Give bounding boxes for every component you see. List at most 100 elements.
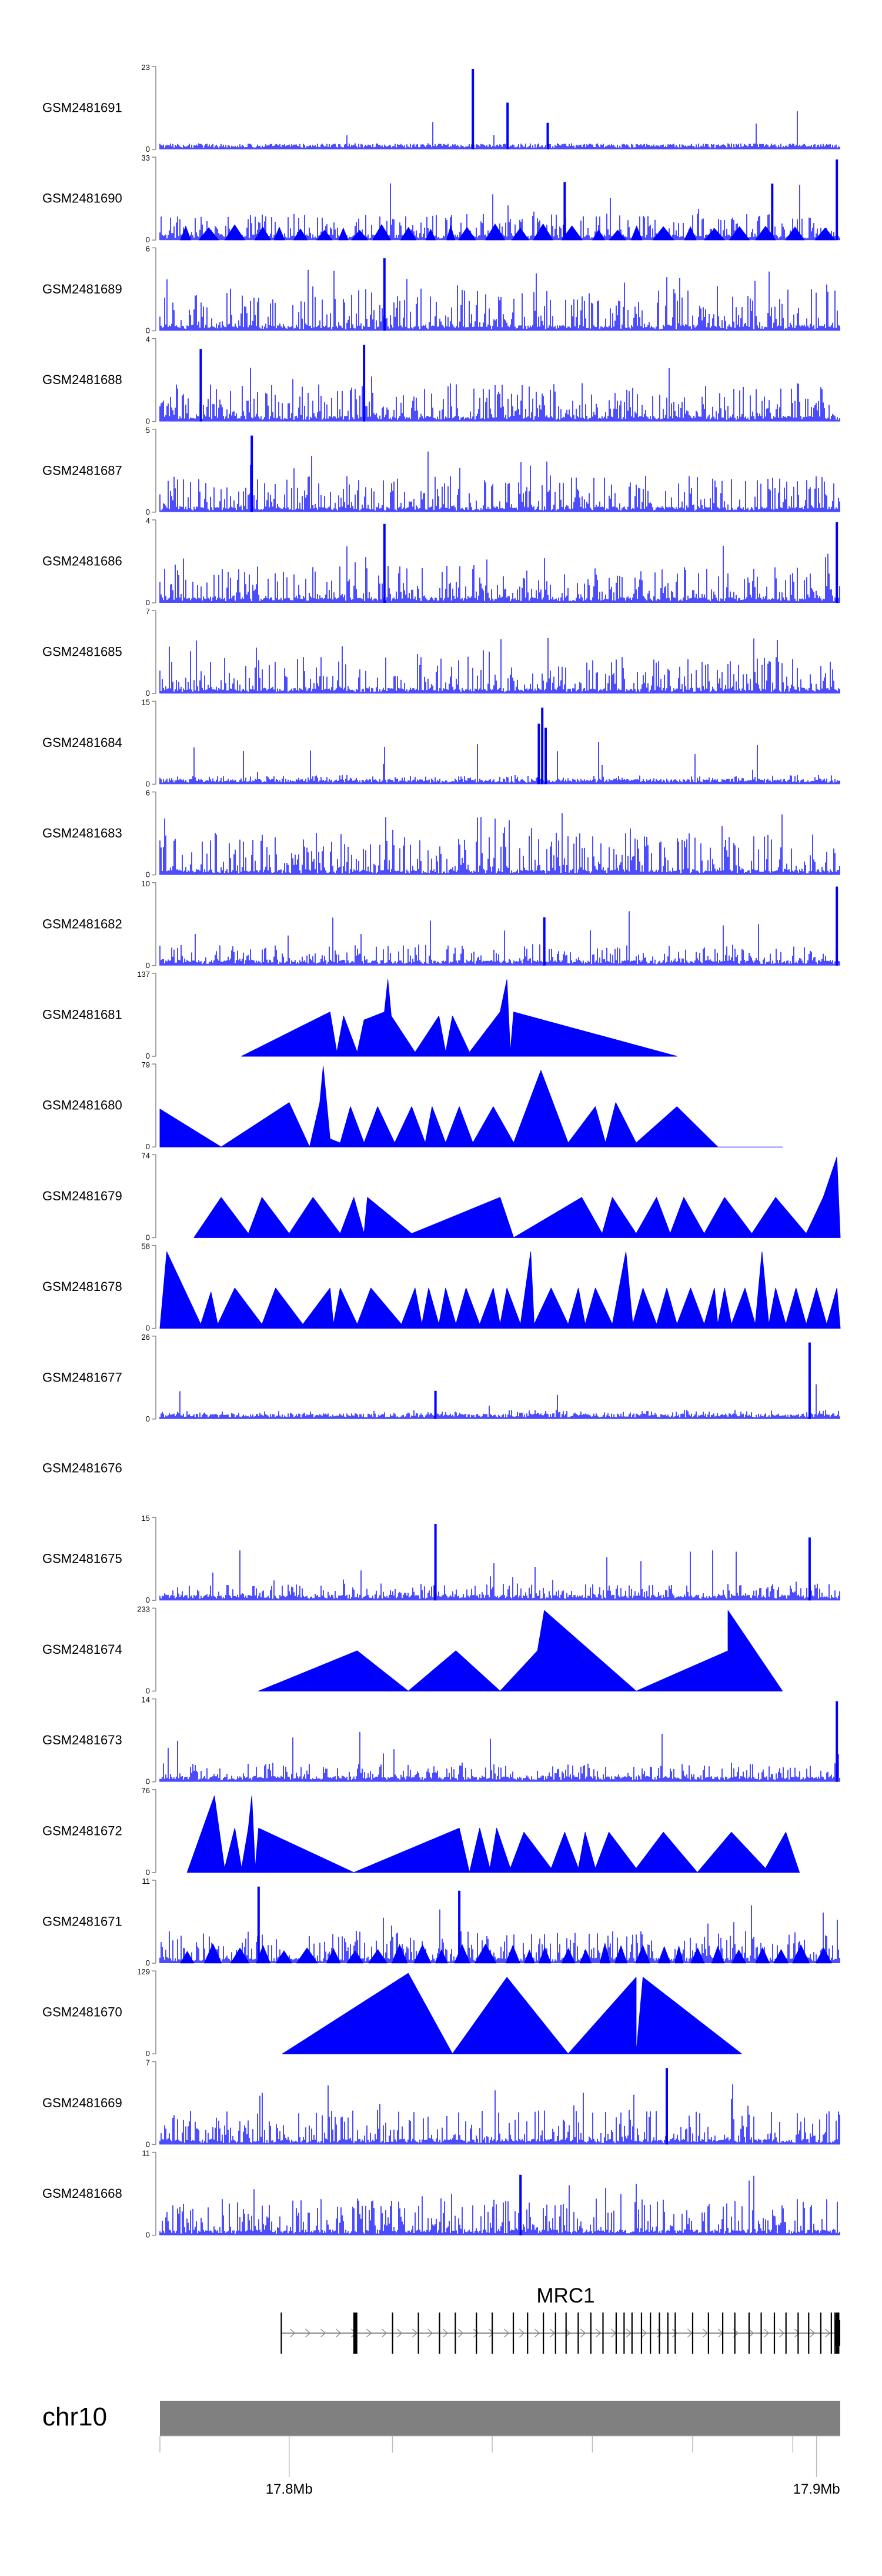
exon — [577, 2313, 579, 2354]
exon — [707, 2313, 709, 2354]
coverage-bars — [159, 638, 840, 694]
exon — [602, 2313, 604, 2354]
coverage-triangles — [180, 1942, 833, 1964]
coverage-bars — [159, 451, 840, 512]
track-label: GSM2481685 — [42, 645, 122, 659]
y-min-label: 0 — [146, 1052, 150, 1060]
track-GSM2481681: GSM2481681 137 0 — [42, 970, 677, 1060]
exon — [835, 2320, 840, 2346]
genomic-axis: 17.8Mb 17.9Mb — [159, 2435, 840, 2497]
axis-tick-label: 17.9Mb — [793, 2481, 840, 2497]
y-max-label: 33 — [142, 154, 150, 162]
coverage-area — [282, 1973, 742, 2054]
track-GSM2481690: GSM2481690 33 0 — [42, 154, 840, 244]
coverage-bars — [159, 2175, 840, 2235]
coverage-bars — [159, 813, 840, 875]
y-min-label: 0 — [146, 1777, 150, 1786]
coverage-peaks — [241, 979, 677, 1057]
gene-track-mrc1: MRC1 — [280, 2284, 840, 2354]
track-label: GSM2481669 — [42, 2095, 122, 2110]
exon — [691, 2313, 694, 2354]
y-max-label: 129 — [137, 1967, 150, 1976]
exon — [492, 2313, 493, 2354]
y-max-label: 4 — [146, 335, 150, 344]
track-GSM2481669: GSM2481669 7 0 — [42, 2058, 840, 2148]
chromosome-ideogram: chr10 — [42, 2401, 840, 2436]
track-label: GSM2481668 — [42, 2186, 122, 2201]
exon — [785, 2313, 787, 2354]
y-max-label: 23 — [142, 63, 150, 72]
track-label: GSM2481672 — [42, 1823, 122, 1838]
track-label: GSM2481683 — [42, 826, 122, 840]
track-GSM2481686: GSM2481686 4 0 — [42, 516, 840, 607]
coverage-bars — [159, 742, 840, 785]
y-max-label: 4 — [146, 516, 150, 525]
coverage-bars — [159, 1550, 840, 1601]
y-min-label: 0 — [146, 145, 150, 154]
coverage-area — [241, 979, 677, 1057]
y-max-label: 15 — [142, 698, 150, 706]
y-max-label: 74 — [142, 1151, 150, 1160]
y-max-label: 14 — [142, 1696, 150, 1704]
coverage-area — [159, 1701, 840, 1782]
track-label: GSM2481675 — [42, 1551, 122, 1566]
track-GSM2481672: GSM2481672 76 0 — [42, 1786, 800, 1877]
track-label: GSM2481680 — [42, 1098, 122, 1113]
exon — [543, 2313, 544, 2354]
coverage-peaks — [563, 159, 838, 241]
exon — [830, 2313, 832, 2354]
exon — [640, 2313, 643, 2354]
y-min-label: 0 — [146, 779, 150, 788]
track-GSM2481685: GSM2481685 7 0 — [42, 607, 840, 698]
track-label: GSM2481684 — [42, 735, 122, 750]
coverage-peaks — [282, 1973, 742, 2054]
track-label: GSM2481673 — [42, 1733, 122, 1747]
track-label: GSM2481682 — [42, 916, 122, 931]
coverage-peaks — [257, 1886, 461, 1963]
coverage-peaks — [186, 1796, 800, 1873]
track-GSM2481668: GSM2481668 11 0 — [42, 2149, 840, 2240]
gene-label: MRC1 — [536, 2284, 594, 2307]
y-max-label: 11 — [142, 2149, 151, 2158]
coverage-peaks — [193, 1156, 841, 1238]
y-max-label: 10 — [142, 879, 150, 888]
y-max-label: 79 — [142, 1060, 150, 1069]
coverage-area — [159, 258, 840, 331]
coverage-area — [159, 886, 840, 966]
coverage-peaks — [537, 708, 547, 785]
exon — [820, 2313, 822, 2354]
coverage-area — [258, 1610, 783, 1691]
track-label: GSM2481689 — [42, 282, 122, 296]
y-min-label: 0 — [146, 1596, 150, 1604]
coverage-area — [159, 435, 840, 512]
track-GSM2481674: GSM2481674 233 0 — [42, 1604, 783, 1695]
exon — [565, 2313, 567, 2354]
y-min-label: 0 — [146, 235, 150, 244]
coverage-peaks — [434, 1524, 811, 1601]
y-min-label: 0 — [146, 2140, 150, 2148]
axis-tick-label: 17.8Mb — [266, 2481, 313, 2497]
track-label: GSM2481671 — [42, 1914, 122, 1929]
track-GSM2481671: GSM2481671 11 0 — [42, 1877, 840, 1967]
track-GSM2481684: GSM2481684 15 0 — [42, 698, 840, 788]
track-label: GSM2481679 — [42, 1189, 122, 1203]
coverage-area — [159, 1066, 783, 1147]
coverage-area — [159, 708, 840, 785]
y-max-label: 26 — [142, 1333, 150, 1342]
exon — [554, 2313, 556, 2354]
y-max-label: 5 — [146, 426, 150, 435]
exon — [797, 2313, 799, 2354]
coverage-bars — [159, 1384, 840, 1419]
coverage-area — [159, 69, 840, 149]
coverage-tracks: GSM2481691230GSM2481690330GSM248168960GS… — [42, 63, 841, 2240]
track-label: GSM2481681 — [42, 1007, 122, 1022]
y-min-label: 0 — [146, 508, 150, 516]
coverage-area — [159, 638, 840, 694]
exon — [353, 2313, 357, 2354]
exon — [623, 2313, 625, 2354]
y-min-label: 0 — [146, 1414, 150, 1423]
track-GSM2481676: GSM2481676 — [42, 1461, 122, 1476]
y-max-label: 7 — [146, 607, 150, 616]
y-min-label: 0 — [146, 1142, 150, 1151]
track-label: GSM2481690 — [42, 191, 122, 206]
